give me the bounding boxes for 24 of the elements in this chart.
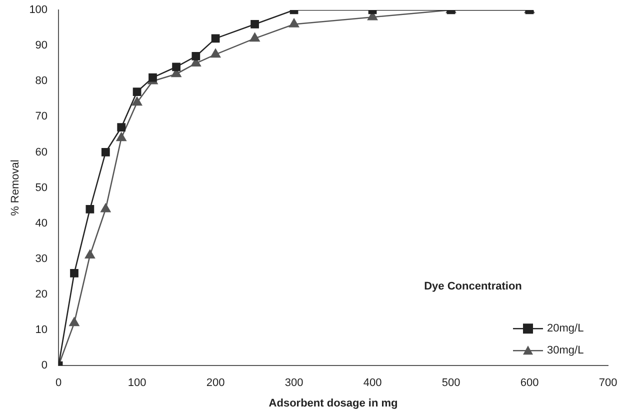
y-tick-label: 60 xyxy=(35,146,48,158)
x-tick-label: 400 xyxy=(363,377,382,390)
y-tick-label: 100 xyxy=(29,4,48,16)
legend-title: Dye Concentration xyxy=(424,280,522,293)
y-tick-label: 10 xyxy=(35,324,48,336)
x-axis-title: Adsorbent dosage in mg xyxy=(268,397,398,410)
x-tick-label: 500 xyxy=(442,377,460,390)
y-tick-label: 40 xyxy=(35,217,48,230)
y-tick-label: 90 xyxy=(35,40,48,52)
x-tick-label: 600 xyxy=(520,377,539,390)
y-tick-label: 0 xyxy=(41,360,48,372)
x-tick-label: 100 xyxy=(128,377,146,390)
x-tick-label: 200 xyxy=(206,377,225,390)
y-axis-title: % Removal xyxy=(10,160,22,216)
y-tick-label: 70 xyxy=(35,110,48,123)
x-tick-label: 0 xyxy=(55,377,62,390)
x-tick-label: 300 xyxy=(284,377,304,390)
y-tick-label: 30 xyxy=(35,252,48,265)
x-tick-label: 700 xyxy=(598,377,618,390)
y-tick-label: 50 xyxy=(35,182,48,194)
y-tick-label: 80 xyxy=(35,75,48,88)
legend-label: 30mg/L xyxy=(547,344,584,357)
legend-label: 20mg/L xyxy=(547,322,584,335)
y-tick-label: 20 xyxy=(35,288,48,301)
